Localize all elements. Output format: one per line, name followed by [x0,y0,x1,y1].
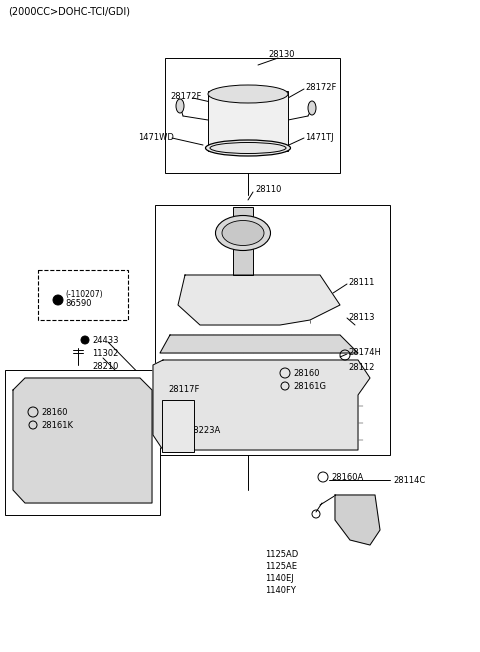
Text: (-110207): (-110207) [65,290,103,299]
Text: 1471WD: 1471WD [138,133,174,142]
Text: 28160: 28160 [293,369,320,378]
Text: 11302: 11302 [92,349,119,358]
Text: 28112: 28112 [348,363,374,372]
Text: 1125AE: 1125AE [265,562,297,571]
Text: 1125AD: 1125AD [265,550,298,559]
Ellipse shape [222,220,264,246]
Bar [38,270,128,320]
Ellipse shape [176,99,184,113]
Ellipse shape [208,85,288,103]
Text: 28114C: 28114C [393,476,425,485]
Text: 28110: 28110 [255,185,281,194]
Text: 1140FY: 1140FY [265,586,296,595]
Text: 24433: 24433 [92,336,119,345]
Ellipse shape [308,101,316,115]
Text: 28160: 28160 [41,408,68,417]
Ellipse shape [216,216,271,250]
Text: 28161G: 28161G [293,382,326,391]
Polygon shape [13,378,152,503]
Polygon shape [153,360,370,450]
Bar [162,400,194,452]
Text: (2000CC>DOHC-TCI/GDI): (2000CC>DOHC-TCI/GDI) [8,6,130,16]
Text: 28160A: 28160A [331,473,363,482]
Bar [155,205,390,455]
Ellipse shape [205,140,290,156]
Text: 28117F: 28117F [168,385,199,394]
Text: 1471TJ: 1471TJ [305,133,334,142]
Polygon shape [335,495,380,545]
Text: 28113: 28113 [348,313,374,322]
Bar [208,91,288,151]
Bar [165,58,340,173]
Bar [5,370,160,515]
Circle shape [53,295,63,305]
Polygon shape [178,275,340,325]
Text: 28172F: 28172F [170,92,202,101]
Text: 28130: 28130 [268,50,295,59]
Circle shape [81,336,89,344]
Text: 28111: 28111 [348,278,374,287]
Text: 28174H: 28174H [348,348,381,357]
Bar [233,207,253,275]
Text: 28223A: 28223A [188,426,220,435]
Polygon shape [160,335,358,353]
Text: 28210: 28210 [92,362,119,371]
Text: 28161K: 28161K [41,421,73,430]
Text: 28172F: 28172F [305,83,336,92]
Text: 1140EJ: 1140EJ [265,574,294,583]
Text: 86590: 86590 [65,299,92,308]
